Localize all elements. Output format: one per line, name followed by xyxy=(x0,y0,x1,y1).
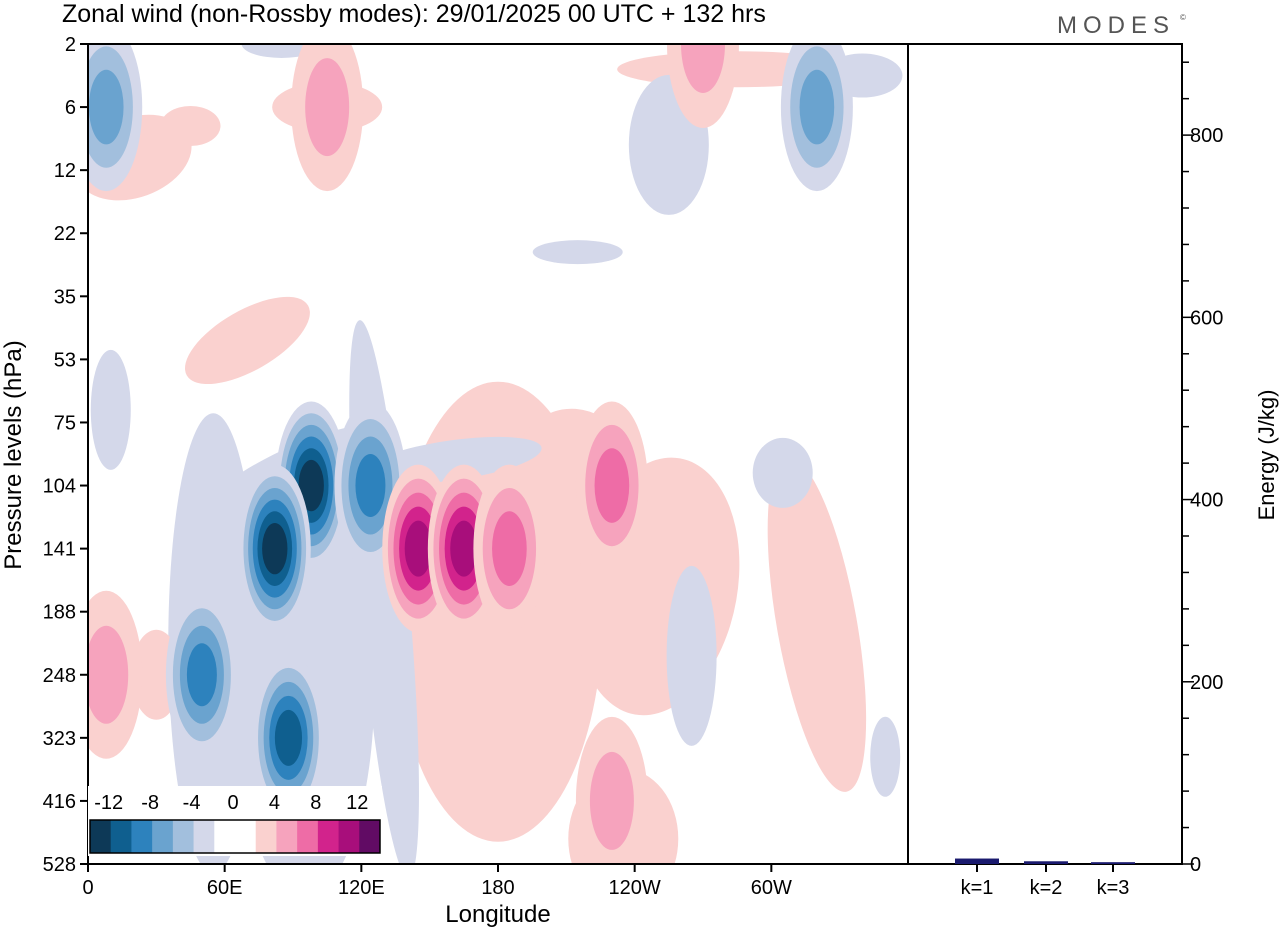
x-tick-label: 120E xyxy=(338,877,385,899)
contour-level xyxy=(186,643,217,707)
energy-bar xyxy=(1024,861,1068,864)
colorbar-swatch xyxy=(90,820,112,853)
colorbar: -12 -8 -4 0 4 8 12 xyxy=(88,786,382,856)
colorbar-swatch xyxy=(235,820,257,853)
contour-level xyxy=(589,751,634,850)
colorbar-swatch xyxy=(214,820,236,853)
x-axis-label: Longitude xyxy=(445,901,550,928)
contour-level xyxy=(404,520,432,577)
contour-level xyxy=(355,454,386,518)
y-tick-label: 104 xyxy=(43,476,76,498)
y-tick-label: 248 xyxy=(43,665,76,687)
y-tick-label: 416 xyxy=(43,791,76,813)
x-tick-label: 60W xyxy=(751,877,792,899)
colorbar-swatch xyxy=(172,820,195,853)
colorbar-label: 8 xyxy=(310,792,321,814)
y-tick-label: 141 xyxy=(43,539,76,561)
y-tick-label: 6 xyxy=(65,97,76,119)
wind-contour-plot xyxy=(88,44,908,864)
colorbar-label: -4 xyxy=(183,792,201,814)
contour-level xyxy=(298,459,324,512)
colorbar-swatch xyxy=(317,820,340,853)
colorbar-frame xyxy=(89,819,381,854)
contour-level xyxy=(450,520,478,577)
y-tick-label: 323 xyxy=(43,728,76,750)
colorbar-swatch xyxy=(338,820,360,853)
contour-level xyxy=(594,448,630,523)
contour-patch xyxy=(532,240,623,265)
chart-title: Zonal wind (non-Rossby modes): 29/01/202… xyxy=(62,0,766,28)
modes-logo: MODES xyxy=(1057,12,1175,39)
longitude-axis: 0 60E 120E 180 120W 60W xyxy=(82,864,792,899)
energy-bar-chart: 0 200 400 600 800 k=1 k=2 k=3 xyxy=(955,61,1223,899)
colorbar-swatch xyxy=(297,820,319,853)
colorbar-label: -8 xyxy=(141,792,159,814)
y-tick-label: 35 xyxy=(54,286,76,308)
energy-category-label: k=2 xyxy=(1030,877,1063,899)
energy-tick-label: 800 xyxy=(1190,125,1223,147)
energy-category-label: k=3 xyxy=(1097,877,1130,899)
y-axis-label: Pressure levels (hPa) xyxy=(0,340,27,569)
contour-patch xyxy=(870,716,901,797)
wind-contours xyxy=(88,44,903,864)
contour-patch xyxy=(90,349,131,470)
energy-tick-label: 0 xyxy=(1190,854,1201,876)
y-tick-label: 2 xyxy=(65,34,76,56)
y-tick-label: 22 xyxy=(54,223,76,245)
colorbar-swatch xyxy=(152,820,174,853)
copyright-mark: © xyxy=(1180,13,1186,22)
contour-patch xyxy=(160,106,221,146)
contour-level xyxy=(681,44,725,93)
colorbar-label: -12 xyxy=(94,792,123,814)
colorbar-swatch xyxy=(359,820,381,853)
colorbar-label: 12 xyxy=(346,792,368,814)
contour-level xyxy=(88,69,124,145)
colorbar-swatch xyxy=(131,820,153,853)
contour-patch xyxy=(666,565,717,746)
energy-tick-label: 200 xyxy=(1190,672,1223,694)
energy-bar xyxy=(1091,862,1135,864)
contour-level xyxy=(305,58,350,157)
energy-tick-label: 600 xyxy=(1190,307,1223,329)
contour-level xyxy=(799,69,835,145)
colorbar-label: 0 xyxy=(227,792,238,814)
x-tick-label: 60E xyxy=(207,877,243,899)
energy-tick-label: 400 xyxy=(1190,490,1223,512)
y-tick-label: 188 xyxy=(43,602,76,624)
y-tick-label: 528 xyxy=(43,854,76,876)
energy-category-label: k=1 xyxy=(961,877,994,899)
contour-patch xyxy=(767,456,867,792)
contour-patch xyxy=(752,437,813,508)
contour-level xyxy=(262,522,288,575)
contour-patch xyxy=(184,296,310,385)
y-tick-label: 53 xyxy=(54,349,76,371)
energy-panel-frame xyxy=(907,43,1183,865)
contour-level xyxy=(274,709,303,766)
energy-axis-label: Energy (J/kg) xyxy=(1254,390,1279,521)
colorbar-swatch xyxy=(255,820,277,853)
energy-bar xyxy=(955,858,999,864)
colorbar-swatch xyxy=(193,820,215,853)
y-tick-label: 75 xyxy=(54,412,76,434)
colorbar-swatch xyxy=(110,820,132,853)
x-tick-label: 120W xyxy=(609,877,661,899)
x-tick-label: 180 xyxy=(481,877,514,899)
x-tick-label: 0 xyxy=(82,877,93,899)
colorbar-swatch xyxy=(276,820,298,853)
contour-level xyxy=(88,625,129,724)
contour-level xyxy=(492,511,527,586)
colorbar-label: 4 xyxy=(269,792,280,814)
y-tick-label: 12 xyxy=(54,160,76,182)
pressure-axis: 2 6 12 22 35 53 75 104 141 188 248 323 416 528 xyxy=(43,34,88,876)
